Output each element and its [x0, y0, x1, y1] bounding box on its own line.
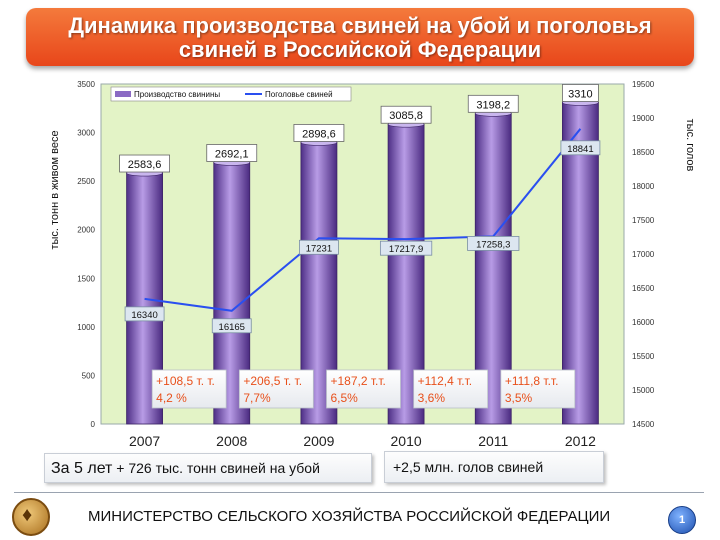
bar-value-box [119, 154, 170, 173]
growth-annotation-box [238, 369, 314, 409]
line-value-box [124, 306, 165, 322]
bar-value-label: 3085,8 [389, 110, 423, 122]
line-value-label: 16165 [219, 322, 245, 333]
growth-annotation-amount: +108,5 т. т. [156, 374, 215, 388]
right-tick-label: 19000 [632, 114, 655, 123]
five-year-production-note: За 5 лет + 726 тыс. тонн свиней на убой [44, 453, 372, 483]
plot-area [100, 83, 625, 425]
legend-box [110, 86, 352, 102]
left-tick-label: 1000 [77, 323, 95, 332]
growth-annotation-box [500, 369, 576, 409]
line-herd [144, 128, 582, 312]
legend-label-line: Поголовье свиней [265, 90, 333, 99]
line-value-box [299, 239, 339, 255]
left-tick-label: 1500 [77, 274, 95, 283]
growth-annotation-box [326, 369, 401, 409]
line-value-box [467, 236, 520, 251]
right-tick-label: 17500 [632, 216, 655, 225]
line-value-label: 16340 [131, 310, 157, 321]
left-tick-label: 3500 [77, 80, 95, 89]
right-tick-label: 18500 [632, 148, 655, 157]
growth-annotation-amount: +111,8 т.т. [505, 374, 559, 388]
left-axis-title: тыс. тонн в живом весе [49, 130, 61, 249]
left-tick-label: 3000 [77, 129, 95, 138]
bar-value-box [380, 105, 432, 124]
legend-swatch-bar [115, 91, 131, 97]
growth-annotation-percent: 6,5% [331, 391, 359, 405]
growth-annotation-amount: +206,5 т. т. [243, 374, 302, 388]
right-tick-label: 16500 [632, 284, 655, 293]
growth-annotation-percent: 3,6% [418, 391, 446, 405]
line-value-label: 18841 [567, 144, 593, 155]
left-tick-label: 2000 [77, 226, 95, 235]
x-category-label: 2009 [303, 433, 334, 449]
line-value-box [379, 240, 433, 256]
page-title: Динамика производства свиней на убой и п… [26, 14, 694, 62]
bar-value-label: 2898,6 [302, 128, 336, 140]
footer-divider [14, 492, 704, 493]
left-tick-label: 500 [82, 371, 96, 380]
note-herd-text: +2,5 млн. голов свиней [393, 459, 544, 475]
growth-annotation-amount: +112,4 т.т. [418, 374, 472, 388]
right-tick-label: 14500 [632, 420, 655, 429]
title-line-2: свиней в Российской Федерации [178, 37, 542, 62]
right-tick-label: 17000 [632, 250, 655, 259]
bar-value-box [467, 94, 519, 113]
note-prefix: За 5 лет [51, 460, 113, 477]
title-banner: Динамика производства свиней на убой и п… [26, 8, 694, 66]
x-category-label: 2011 [478, 433, 508, 449]
growth-annotation-box [151, 369, 227, 409]
line-value-label: 17258,3 [476, 239, 510, 250]
note-production-text: + 726 тыс. тонн свиней на убой [112, 460, 320, 476]
ministry-emblem-icon: ♦ [12, 498, 50, 536]
right-axis-title: тыс. голов [684, 119, 696, 172]
bar-value-label: 2692,1 [215, 148, 249, 160]
bar-production [126, 172, 163, 425]
right-tick-label: 15000 [632, 386, 655, 395]
right-tick-label: 19500 [632, 80, 655, 89]
ministry-name: МИНИСТЕРСТВО СЕЛЬСКОГО ХОЗЯЙСТВА РОССИЙС… [88, 508, 611, 525]
left-tick-label: 2500 [77, 177, 95, 186]
right-tick-label: 15500 [632, 352, 655, 361]
right-tick-label: 16000 [632, 318, 655, 327]
bar-value-box [562, 84, 599, 102]
x-category-label: 2008 [216, 433, 247, 449]
title-line-1: Динамика производства свиней на убой и п… [68, 13, 652, 38]
line-value-label: 17231 [306, 243, 332, 254]
growth-annotation-percent: 7,7% [243, 391, 271, 405]
five-year-herd-note: +2,5 млн. голов свиней [384, 451, 604, 483]
legend-label-bar: Производство свинины [134, 90, 220, 99]
bar-value-box [206, 144, 258, 162]
line-value-box [211, 318, 252, 334]
line-value-box [560, 140, 601, 156]
x-category-label: 2007 [129, 433, 160, 449]
left-tick-label: 0 [91, 420, 96, 429]
bar-value-label: 3310 [568, 88, 592, 100]
page-number: 1 [668, 506, 696, 534]
bar-value-label: 2583,6 [128, 159, 162, 171]
bar-value-box [293, 124, 345, 142]
growth-annotation-percent: 4,2 % [156, 391, 187, 405]
growth-annotation-amount: +187,2 т.т. [331, 374, 386, 388]
x-category-label: 2010 [391, 433, 422, 449]
line-value-label: 17217,9 [389, 244, 423, 255]
growth-annotation-box [413, 369, 489, 409]
growth-annotation-percent: 3,5% [505, 391, 533, 405]
right-tick-label: 18000 [632, 182, 655, 191]
bar-value-label: 3198,2 [476, 99, 510, 111]
x-category-label: 2012 [565, 433, 596, 449]
